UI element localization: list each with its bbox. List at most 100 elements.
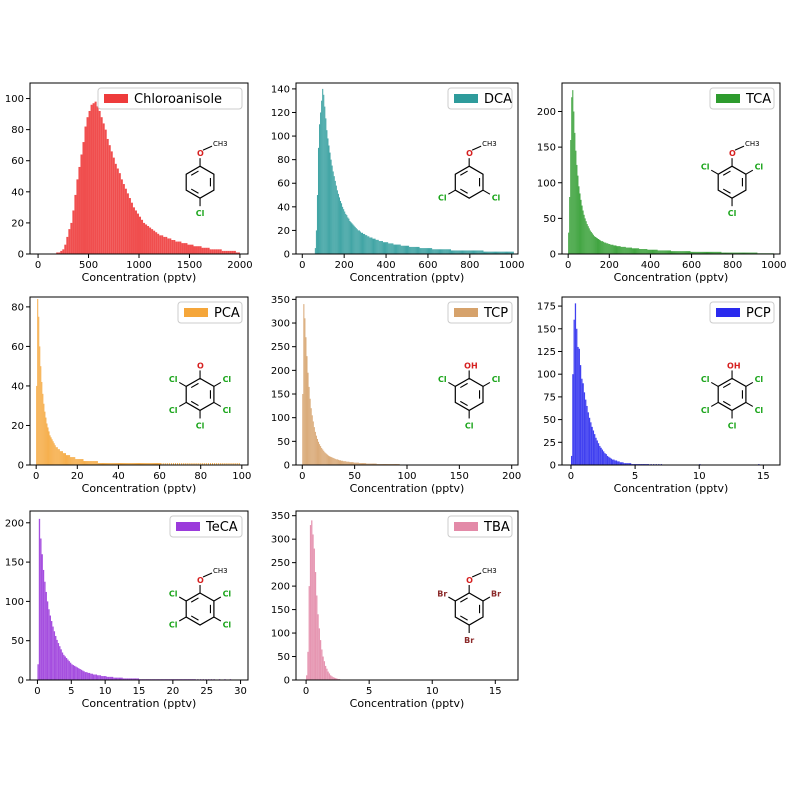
histogram-bar: [345, 213, 347, 254]
histogram-bar: [668, 250, 670, 254]
histogram-bar: [108, 145, 111, 254]
histogram-bar: [455, 250, 457, 254]
histogram-bar: [417, 246, 419, 254]
legend: TCP: [447, 301, 513, 324]
histogram-bar: [134, 463, 136, 465]
histogram-bar: [86, 117, 89, 254]
histogram-bar: [509, 251, 511, 254]
histogram-bar: [657, 250, 659, 254]
histogram-bar: [431, 248, 433, 254]
histogram-bar: [404, 245, 406, 254]
histogram-bar: [203, 463, 205, 465]
histogram-bar: [316, 438, 318, 465]
histogram-bar: [433, 249, 435, 254]
histogram-bar: [41, 381, 43, 465]
histogram-bar: [317, 614, 319, 680]
histogram-bar: [57, 449, 59, 465]
double-bond: [460, 400, 468, 407]
histogram-bar: [55, 635, 57, 680]
histogram-bar: [724, 252, 726, 254]
histogram-bar: [302, 394, 304, 465]
legend-swatch: [716, 94, 740, 103]
histogram-bar: [155, 463, 157, 465]
histogram-bar: [75, 459, 77, 465]
histogram-bar: [103, 463, 105, 465]
histogram-bar: [738, 252, 740, 254]
halogen-bond: [213, 596, 222, 602]
histogram-bar: [214, 463, 216, 465]
halogen-label: Cl: [728, 421, 737, 430]
histogram-bar: [49, 435, 51, 465]
histogram-bar: [328, 456, 330, 465]
histogram-bar: [139, 463, 141, 465]
legend-box: [97, 87, 243, 110]
histogram-bar: [656, 249, 658, 254]
histogram-bar: [655, 249, 657, 254]
histogram-bar: [627, 463, 629, 465]
histogram-bar: [112, 463, 114, 465]
histogram-bar: [615, 460, 618, 465]
histogram-bar: [683, 251, 685, 254]
double-bond: [460, 597, 468, 603]
histogram-bar: [620, 462, 623, 465]
histogram-bar: [422, 248, 424, 254]
histogram-bar: [44, 411, 46, 465]
double-bond: [190, 188, 199, 194]
histogram-bar: [469, 250, 471, 254]
histogram-bar: [187, 463, 189, 465]
molecule-structure: OH Cl Cl Cl Cl Cl: [701, 361, 764, 430]
histogram-bar: [591, 233, 593, 254]
histogram-bar: [706, 251, 709, 254]
histogram-bar: [604, 242, 606, 254]
histogram-bar: [59, 451, 61, 465]
histogram-bar: [603, 451, 605, 465]
histogram-bar: [130, 202, 133, 254]
y-tick-label: 120: [271, 108, 290, 119]
histogram-bar: [512, 251, 514, 254]
x-tick-label: 400: [641, 260, 660, 271]
x-axis-label: Concentration (pptv): [350, 271, 465, 284]
histogram-bar: [391, 243, 393, 254]
halogen-label: Cl: [196, 209, 205, 218]
plot-frame: [561, 82, 781, 255]
halogen-bond: [745, 401, 754, 407]
histogram-bar: [346, 461, 348, 465]
histogram-bar: [356, 229, 358, 254]
histogram-bar: [355, 228, 357, 254]
histogram-bar: [68, 661, 70, 680]
chart-teca: 0 5 10 15 20 25 30 0 50 100 150 200 Concentration (p…: [5, 510, 249, 710]
histogram-bar: [304, 318, 306, 465]
histogram-bar: [76, 667, 79, 680]
histogram-bar: [137, 678, 139, 680]
y-tick-label: 175: [537, 302, 556, 313]
histogram-bar: [139, 216, 142, 254]
y-tick-label: 0: [550, 461, 556, 472]
histogram-bar: [666, 250, 668, 254]
y-tick-label: 140: [271, 84, 290, 95]
histogram-bar: [80, 154, 83, 254]
histogram-bar: [377, 239, 379, 254]
histogram-bar: [330, 456, 332, 465]
histogram-bar: [585, 399, 587, 465]
double-bond: [460, 615, 468, 621]
histogram-bar: [88, 672, 91, 680]
histogram-bar: [654, 249, 656, 254]
histogram-bar: [480, 250, 482, 254]
histogram-bar: [349, 220, 351, 254]
histogram-bar: [407, 245, 409, 254]
histogram-bar: [91, 673, 93, 680]
histogram-bar: [421, 248, 423, 254]
histogram-bar: [673, 251, 675, 254]
histogram-bar: [608, 456, 610, 465]
histogram-bar: [487, 251, 489, 254]
histogram-bar: [475, 250, 477, 254]
histogram-bar: [108, 463, 110, 465]
histogram-bar: [145, 463, 147, 465]
legend-label: TCP: [483, 306, 508, 321]
histogram-bar: [90, 461, 92, 465]
legend-label: Chloroanisole: [134, 92, 222, 107]
histogram-bar: [369, 463, 371, 465]
histogram-bar: [137, 463, 139, 465]
histogram-bar: [157, 463, 159, 465]
histogram-bar: [678, 251, 680, 254]
